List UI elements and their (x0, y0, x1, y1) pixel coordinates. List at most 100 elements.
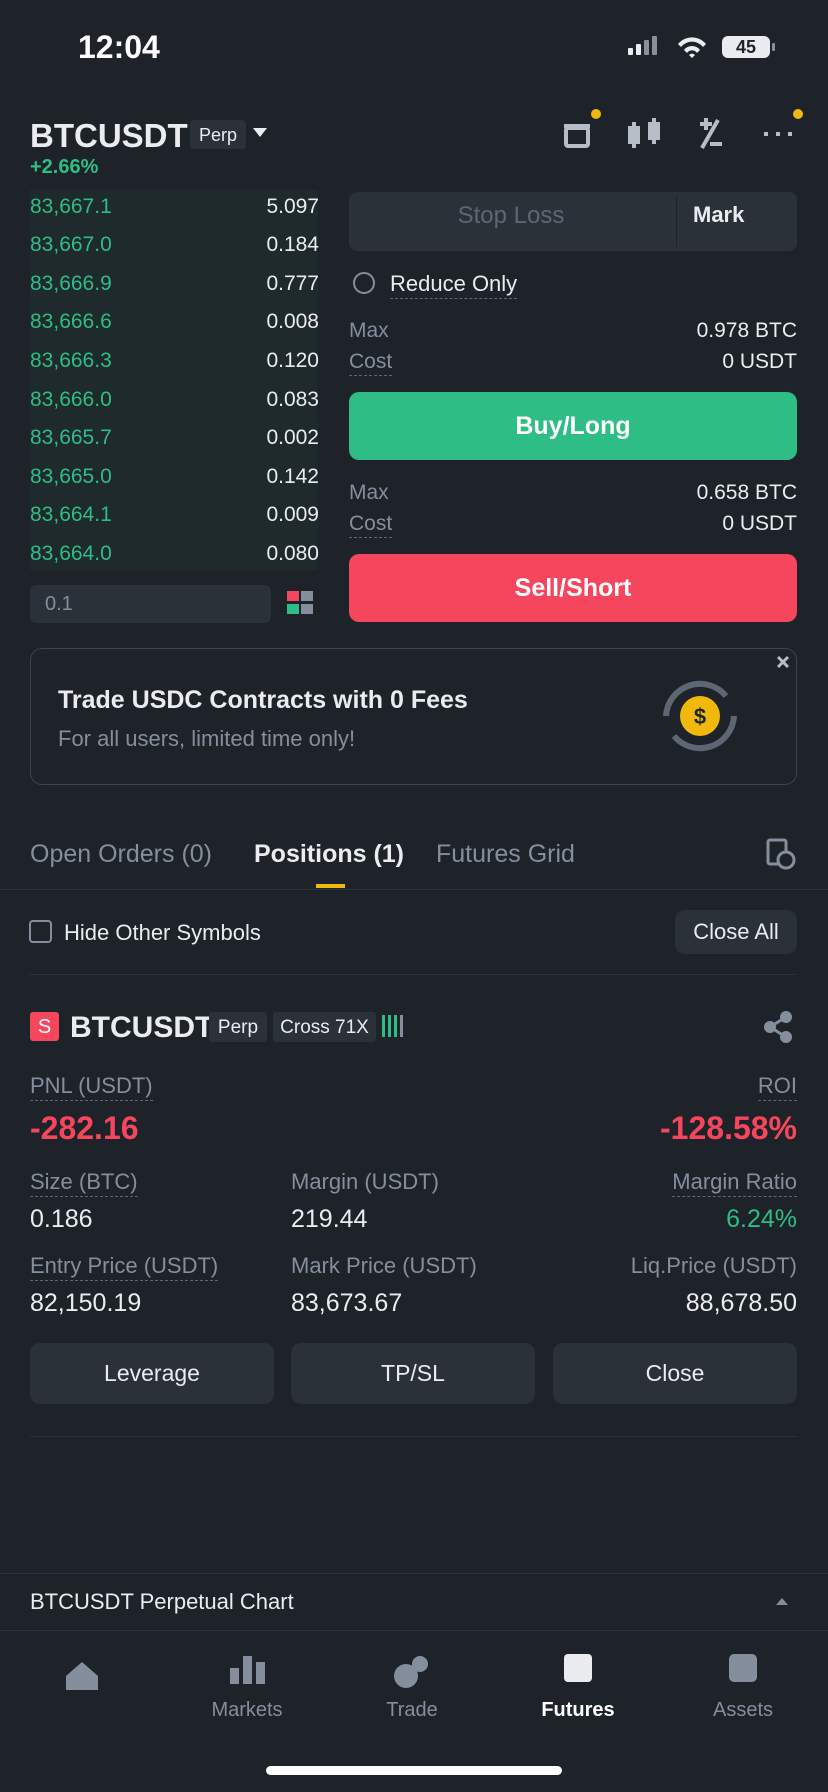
cost-label: Cost (349, 348, 393, 376)
home-indicator (266, 1766, 562, 1775)
field-divider (676, 196, 677, 247)
badge-bg (209, 1012, 267, 1042)
bid-quantity: 0.777 (266, 271, 319, 295)
field-value: 0.186 (30, 1204, 93, 1233)
battery-cap (772, 43, 775, 51)
bid-quantity: 0.002 (266, 426, 319, 450)
nav-label[interactable]: Markets (211, 1699, 283, 1721)
badge-bg (190, 120, 246, 149)
field-label: Entry Price (USDT) (30, 1251, 219, 1281)
max-label: Max (349, 318, 389, 342)
header-icons (564, 118, 792, 149)
bid-quantity: 0.080 (266, 541, 319, 565)
divider (30, 1436, 797, 1437)
divider (0, 1573, 828, 1574)
bid-price: 83,667.1 (30, 194, 112, 218)
stop-loss-field[interactable] (349, 192, 797, 251)
precision: 0.1 (45, 593, 73, 615)
signal (628, 36, 657, 55)
bid-price: 83,664.1 (30, 503, 112, 527)
max-value: 0.658 BTC (696, 480, 797, 504)
bid-price: 83,664.0 (30, 541, 112, 565)
bid-price: 83,666.9 (30, 271, 112, 295)
price-type: Mark (693, 201, 745, 227)
pnl-value: -282.16 (30, 1110, 139, 1146)
field-label: Size (BTC) (30, 1167, 138, 1197)
cost-value: 0 USDT (722, 511, 797, 535)
max-label: Max (349, 480, 389, 504)
book-layout-icon (287, 591, 313, 614)
nav-icons (66, 1654, 757, 1690)
bid-quantity: 5.097 (266, 194, 319, 218)
cost-value: 0 USDT (722, 349, 797, 373)
margin-mode: Cross 71X (280, 1016, 369, 1038)
roi-label: ROI (757, 1071, 797, 1101)
expand-caret[interactable] (776, 1598, 788, 1605)
badge-bg (273, 1012, 376, 1042)
history-icon[interactable] (766, 838, 796, 870)
bid-quantity: 0.184 (266, 233, 319, 257)
bid-price: 83,665.7 (30, 426, 112, 450)
position-symbol: BTCUSDT (70, 1010, 214, 1044)
notification-dot (793, 109, 803, 119)
badge: Perp (198, 124, 238, 145)
hide-other-symbols[interactable]: Hide Other Symbols (64, 919, 261, 945)
dropdown-caret (253, 128, 267, 137)
tab-underline (316, 884, 345, 888)
nav-label[interactable]: Trade (386, 1699, 438, 1721)
bid-price: 83,665.0 (30, 464, 112, 488)
position-button[interactable]: TP/SL (291, 1343, 535, 1404)
field-label: Margin Ratio (672, 1167, 797, 1197)
field-value: 88,678.50 (685, 1288, 797, 1317)
symbol: BTCUSDT (30, 116, 188, 154)
field-value: 82,150.19 (30, 1288, 142, 1317)
tab[interactable]: Futures Grid (436, 839, 575, 868)
divider (0, 1630, 828, 1631)
checkbox[interactable] (29, 920, 52, 943)
battery (722, 36, 770, 58)
depth-shade (30, 190, 318, 570)
chart-bar-title[interactable]: BTCUSDT Perpetual Chart (30, 1588, 294, 1614)
radio[interactable] (353, 272, 375, 294)
divider (30, 974, 797, 975)
field-label: Margin (USDT) (291, 1168, 439, 1194)
bid-quantity: 0.009 (266, 503, 319, 527)
max-value: 0.978 BTC (696, 318, 797, 342)
svg-text:$: $ (694, 704, 706, 729)
side-icon-bg (30, 1012, 59, 1041)
precision-select[interactable] (30, 585, 271, 623)
position-badge: Perp (217, 1016, 259, 1038)
bid-price: 83,666.6 (30, 310, 112, 334)
nav-label[interactable]: Assets (712, 1699, 774, 1721)
field-value: 83,673.67 (291, 1288, 403, 1317)
bid-price: 83,667.0 (30, 233, 112, 257)
sell-button[interactable]: Sell/Short (349, 554, 797, 622)
side-icon: S (37, 1016, 52, 1038)
buy-button[interactable]: Buy/Long (349, 392, 797, 460)
tab[interactable]: Positions (1) (254, 839, 405, 868)
stop-loss: Stop Loss (457, 201, 565, 229)
leverage-bars (382, 1015, 403, 1037)
status-time: 12:04 (78, 29, 160, 65)
nav-label[interactable]: Futures (541, 1699, 615, 1721)
position-button[interactable]: Leverage (30, 1343, 274, 1404)
bid-price: 83,666.0 (30, 387, 112, 411)
banner-coin: $ (663, 680, 737, 752)
close-all-button[interactable]: Close All (675, 910, 797, 954)
field-value: 6.24% (726, 1204, 797, 1233)
position-button[interactable]: Close (553, 1343, 797, 1404)
banner (30, 648, 797, 785)
reduce-only[interactable]: Reduce Only (390, 269, 518, 299)
banner-title: Trade USDC Contracts with 0 Fees (58, 685, 468, 714)
pnl-label: PNL (USDT) (30, 1071, 153, 1101)
divider (0, 889, 828, 890)
cost-label: Cost (349, 510, 393, 538)
banner-subtitle: For all users, limited time only! (58, 725, 356, 751)
bid-price: 83,666.3 (30, 348, 112, 372)
tab[interactable]: Open Orders (0) (30, 839, 213, 868)
share-icon[interactable] (764, 1011, 792, 1043)
bid-quantity: 0.083 (266, 387, 319, 411)
